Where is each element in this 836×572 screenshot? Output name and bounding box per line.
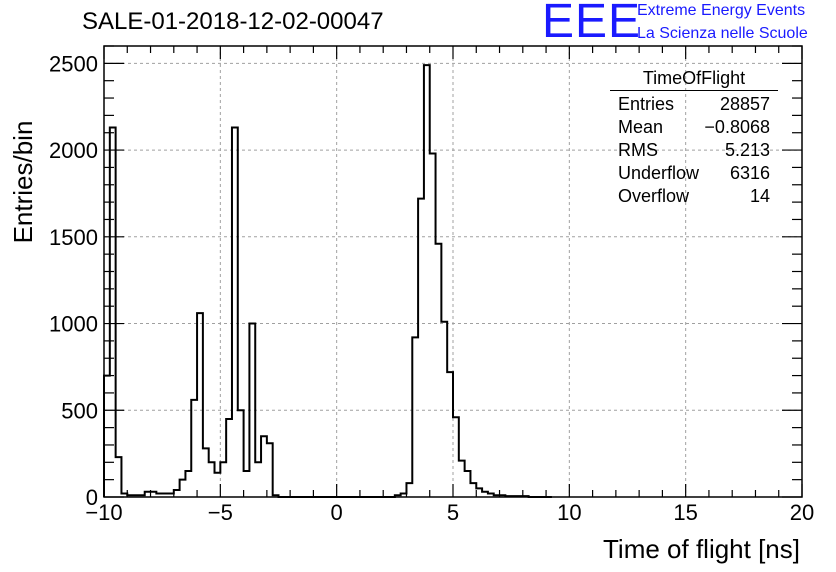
stats-row: RMS 5.213	[610, 139, 778, 162]
y-tick-label: 2000	[49, 138, 98, 163]
y-tick-label: 500	[61, 398, 98, 423]
stats-row: Underflow 6316	[610, 162, 778, 185]
x-tick-label: 5	[447, 500, 459, 525]
histogram	[103, 64, 552, 498]
stats-box: TimeOfFlight Entries 28857 Mean −0.8068 RM…	[610, 68, 778, 208]
logo-tagline-2: La Scienza nelle Scuole	[637, 25, 808, 42]
y-tick-label: 1500	[49, 225, 98, 250]
logo-tagline-1: Extreme Energy Events	[637, 2, 806, 19]
stats-label: Overflow	[618, 186, 690, 206]
x-tick-label: 15	[673, 500, 697, 525]
histogram-line	[103, 64, 552, 498]
stats-value: −0.8068	[704, 117, 770, 137]
y-axis-label: Entries/bin	[8, 121, 38, 244]
stats-value: 5.213	[724, 140, 770, 160]
x-axis-label: Time of flight [ns]	[603, 534, 800, 564]
tick-labels: −10 −5 0 5 10 15 20 0 500 1000 1500 2000 2500	[49, 51, 814, 525]
stats-label: Underflow	[618, 163, 700, 183]
stats-row: Entries 28857	[610, 93, 778, 116]
stats-label: Mean	[618, 117, 664, 137]
stats-value: 6316	[729, 163, 770, 183]
y-tick-label: 0	[86, 485, 98, 510]
stats-value: 14	[749, 186, 770, 206]
x-tick-label: −5	[208, 500, 233, 525]
x-tick-label: 10	[557, 500, 581, 525]
stats-value: 28857	[719, 94, 770, 114]
stats-label: Entries	[618, 94, 675, 114]
x-tick-label: −10	[85, 500, 122, 525]
stats-label: RMS	[618, 140, 658, 160]
run-title: SALE-01-2018-12-02-00047	[82, 8, 384, 35]
x-tick-label: 0	[331, 500, 343, 525]
eee-logo: EEE	[542, 0, 642, 48]
axis-ticks	[103, 45, 803, 498]
stats-title: TimeOfFlight	[610, 68, 778, 91]
y-tick-label: 1000	[49, 312, 98, 337]
stats-row: Mean −0.8068	[610, 116, 778, 139]
stats-row: Overflow 14	[610, 185, 778, 208]
x-tick-label: 20	[790, 500, 814, 525]
y-tick-label: 2500	[49, 51, 98, 76]
